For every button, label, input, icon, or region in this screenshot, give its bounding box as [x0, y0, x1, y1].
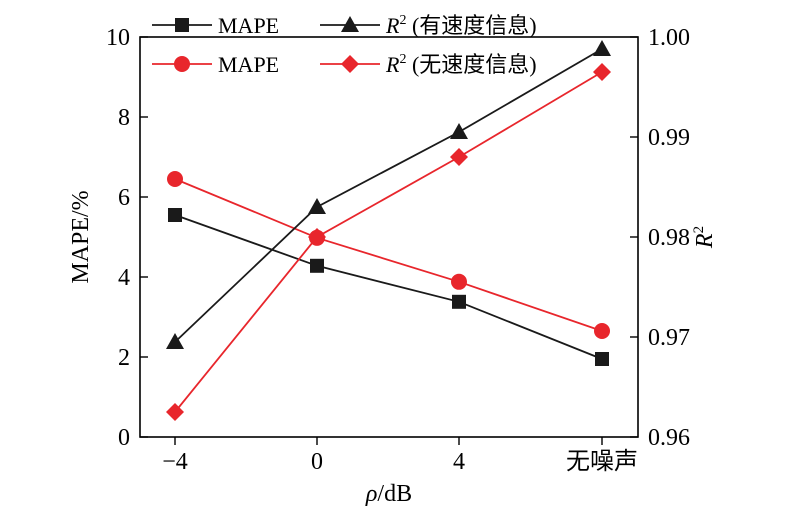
data-point-square	[168, 208, 182, 222]
data-point-triangle	[450, 123, 468, 139]
legend-label-rest: (有速度信息)	[406, 13, 536, 38]
left-tick-label: 4	[118, 265, 130, 291]
x-axis-title: ρ/dB	[365, 481, 412, 507]
data-point-triangle	[166, 333, 184, 349]
data-point-diamond	[450, 148, 468, 166]
x-axis-title-rho: ρ	[365, 481, 378, 507]
legend-label: R2 (有速度信息)	[385, 13, 537, 38]
right-tick-label: 1.00	[648, 25, 690, 51]
right-tick-label: 0.98	[648, 225, 690, 251]
x-tick-label: −4	[162, 449, 188, 475]
legend-label-r: R	[385, 13, 400, 38]
legend-label: R2 (无速度信息)	[385, 52, 537, 77]
series-layer	[166, 40, 611, 421]
right-axis-title-sup: 2	[691, 226, 707, 234]
data-point-circle	[451, 273, 467, 290]
series-line-3	[174, 71, 603, 413]
legend-marker-circle	[174, 56, 190, 72]
x-tick-label: 4	[453, 449, 465, 475]
legend-label-r: R	[385, 52, 400, 77]
x-axis-ticks: −4 0 4 无噪声	[162, 437, 638, 475]
left-tick-label: 2	[118, 345, 130, 371]
x-axis-title-unit: /dB	[377, 481, 412, 507]
right-axis-title: R2	[691, 226, 718, 249]
legend-label-sup: 2	[399, 13, 406, 28]
left-tick-label: 6	[118, 185, 130, 211]
legend: MAPE R2 (有速度信息)MAPE R2 (无速度信息)	[152, 13, 537, 77]
legend-marker-triangle	[341, 16, 359, 32]
left-tick-label: 0	[118, 425, 130, 451]
right-tick-label: 0.99	[648, 125, 690, 151]
data-point-diamond	[308, 228, 326, 246]
x-tick-label: 无噪声	[566, 448, 638, 475]
legend-label-sup: 2	[399, 52, 406, 67]
legend-label: MAPE	[218, 52, 279, 77]
left-tick-label: 10	[106, 25, 130, 51]
x-tick-label: 0	[311, 449, 323, 475]
right-axis-ticks: 0.96 0.97 0.98 0.99 1.00	[630, 25, 690, 451]
series-line-2	[174, 48, 603, 343]
series-line-0	[174, 214, 603, 360]
left-axis-ticks: 0 2 4 6 8 10	[106, 25, 148, 451]
right-tick-label: 0.96	[648, 425, 690, 451]
data-point-circle	[167, 171, 183, 187]
data-point-circle	[594, 323, 610, 339]
legend-marker-square	[175, 18, 189, 32]
data-point-square	[452, 294, 466, 309]
right-axis-title-r: R	[692, 233, 718, 249]
data-point-diamond	[166, 403, 184, 421]
legend-label-rest: (无速度信息)	[406, 52, 536, 77]
data-point-triangle	[593, 40, 611, 56]
plot-frame	[139, 36, 639, 438]
data-point-diamond	[593, 63, 611, 81]
left-tick-label: 8	[118, 105, 130, 131]
right-tick-label: 0.97	[648, 325, 690, 351]
data-point-triangle	[308, 198, 326, 214]
data-point-square	[310, 258, 324, 273]
legend-marker-diamond	[341, 55, 359, 73]
series-line-1	[174, 178, 603, 332]
data-point-square	[595, 352, 609, 366]
legend-label: MAPE	[218, 13, 279, 38]
left-axis-title: MAPE/%	[68, 190, 94, 283]
